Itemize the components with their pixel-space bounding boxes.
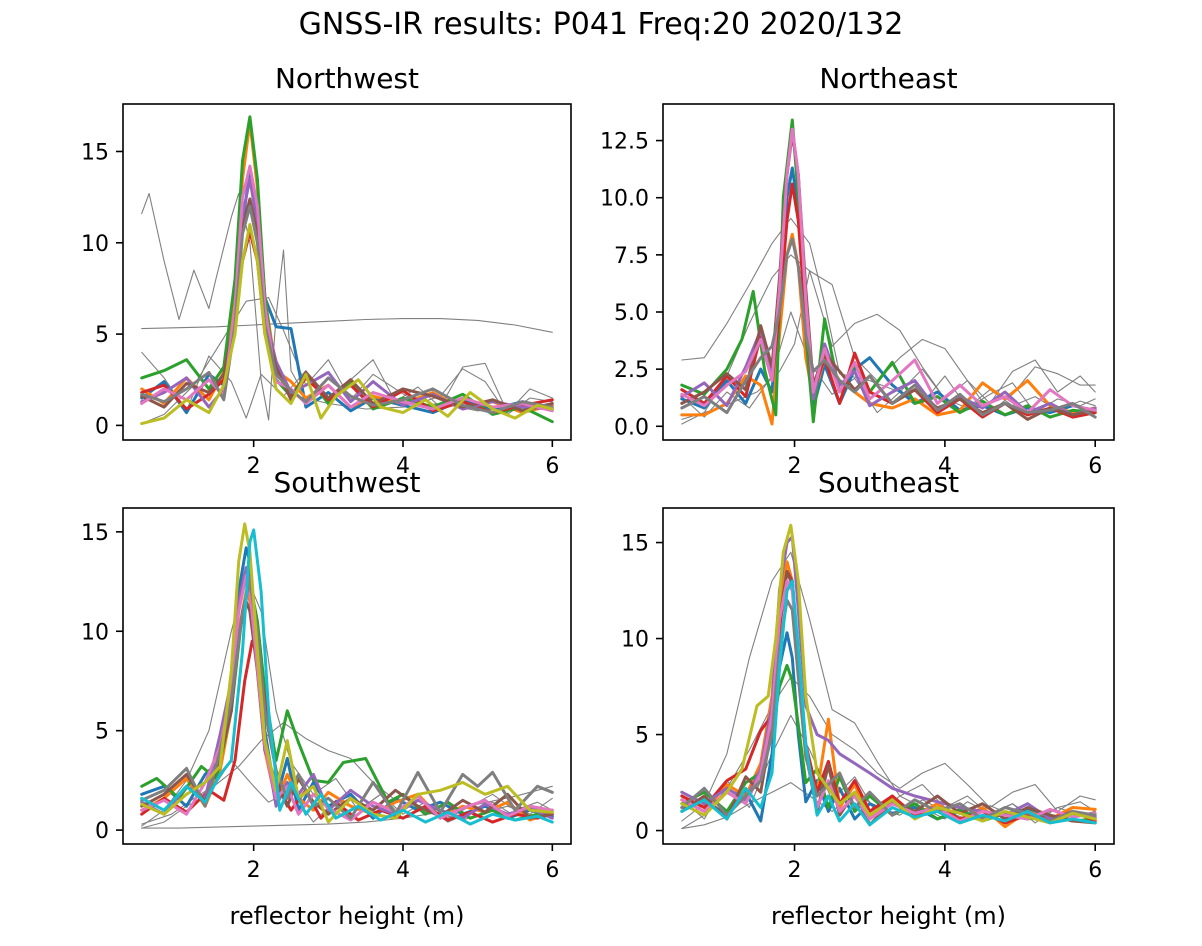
y-tick-label-southwest-2: 10 bbox=[81, 620, 109, 645]
x-tick-label-southeast-2: 6 bbox=[1088, 858, 1102, 883]
x-tick-label-southeast-0: 2 bbox=[788, 858, 802, 883]
y-tick-label-northeast-5: 12.5 bbox=[600, 130, 649, 155]
y-tick-label-southeast-3: 15 bbox=[621, 532, 649, 557]
series-line-southwest-9 bbox=[140, 522, 554, 824]
series-line-southeast-10 bbox=[680, 579, 1097, 827]
background-line-southwest-2 bbox=[141, 575, 553, 827]
x-tick-label-northwest-0: 2 bbox=[247, 454, 261, 479]
series-line-northeast-8 bbox=[680, 237, 1097, 419]
figure-suptitle: GNSS-IR results: P041 Freq:20 2020/132 bbox=[299, 7, 904, 42]
y-tick-label-northwest-3: 15 bbox=[81, 140, 109, 165]
y-tick-label-southwest-3: 15 bbox=[81, 521, 109, 546]
y-tick-label-northeast-4: 10.0 bbox=[600, 187, 649, 212]
background-line-northwest-1 bbox=[141, 318, 553, 333]
series-line-northwest-8 bbox=[140, 204, 554, 415]
x-tick-label-northeast-1: 4 bbox=[938, 454, 952, 479]
background-line-northeast-2 bbox=[681, 254, 1096, 425]
plot-lines-northeast bbox=[680, 118, 1097, 426]
plot-lines-northwest bbox=[140, 115, 554, 426]
subplots: Northwest 2 4 6 0 5 10 15 Northeast 2 4 6 0.0 2.5 5.0 7… bbox=[81, 62, 1115, 930]
y-tick-label-northeast-1: 2.5 bbox=[614, 358, 649, 383]
y-tick-label-southwest-1: 5 bbox=[95, 720, 109, 745]
subplot-southwest: Southwest 2 4 6 0 5 10 15 reflector height (m) bbox=[81, 466, 572, 930]
background-line-northeast-3 bbox=[681, 270, 1096, 420]
y-tick-label-southwest-0: 0 bbox=[95, 819, 109, 844]
x-tick-label-southwest-1: 4 bbox=[396, 858, 410, 883]
y-tick-label-northwest-2: 10 bbox=[81, 232, 109, 257]
x-tick-label-northwest-2: 6 bbox=[545, 454, 559, 479]
x-axis-label-southwest: reflector height (m) bbox=[229, 902, 464, 930]
subplot-northeast: Northeast 2 4 6 0.0 2.5 5.0 7.5 10.0 12.5 bbox=[600, 62, 1115, 479]
series-line-southeast-9 bbox=[680, 523, 1097, 825]
background-line-southeast-2 bbox=[681, 676, 1096, 830]
series-line-southeast-6 bbox=[680, 569, 1097, 827]
series-line-southeast-5 bbox=[680, 535, 1097, 821]
y-tick-label-northeast-3: 7.5 bbox=[614, 244, 649, 269]
y-tick-label-southeast-0: 0 bbox=[635, 820, 649, 845]
x-tick-label-southwest-0: 2 bbox=[247, 858, 261, 883]
y-tick-label-northeast-2: 5.0 bbox=[614, 301, 649, 326]
subplot-southeast: Southeast 2 4 6 0 5 10 15 reflector height (m) bbox=[621, 466, 1115, 930]
x-tick-label-northeast-2: 6 bbox=[1088, 454, 1102, 479]
x-tick-label-northeast-0: 2 bbox=[788, 454, 802, 479]
series-line-northeast-3 bbox=[680, 118, 1097, 424]
axes-frame-southwest bbox=[122, 507, 572, 845]
plot-lines-southeast bbox=[680, 523, 1097, 830]
series-line-southeast-8 bbox=[680, 598, 1097, 823]
y-tick-label-northeast-0: 0.0 bbox=[614, 415, 649, 440]
series-line-northwest-7 bbox=[140, 164, 554, 413]
x-axis-label-southeast: reflector height (m) bbox=[771, 902, 1006, 930]
x-tick-label-northwest-1: 4 bbox=[396, 454, 410, 479]
series-line-southwest-1 bbox=[140, 546, 554, 820]
y-tick-label-northwest-1: 5 bbox=[95, 323, 109, 348]
x-tick-label-southwest-2: 6 bbox=[545, 858, 559, 883]
subplot-title-northeast: Northeast bbox=[819, 62, 957, 95]
y-tick-label-southeast-2: 10 bbox=[621, 628, 649, 653]
plot-lines-southwest bbox=[140, 522, 554, 829]
subplot-title-southeast: Southeast bbox=[818, 466, 959, 499]
x-tick-label-southeast-1: 4 bbox=[938, 858, 952, 883]
series-line-northwest-6 bbox=[140, 197, 554, 413]
series-line-southwest-5 bbox=[140, 566, 554, 820]
background-line-southwest-1 bbox=[141, 785, 553, 829]
subplot-title-southwest: Southwest bbox=[273, 466, 420, 499]
axes-frame-northeast bbox=[662, 103, 1115, 441]
series-line-southwest-10 bbox=[140, 528, 554, 826]
axes-frame-northwest bbox=[122, 103, 572, 441]
y-tick-label-northwest-0: 0 bbox=[95, 414, 109, 439]
subplot-title-northwest: Northwest bbox=[275, 62, 419, 95]
axes-frame-southeast bbox=[662, 507, 1115, 845]
series-line-northwest-9 bbox=[140, 223, 554, 426]
subplot-northwest: Northwest 2 4 6 0 5 10 15 bbox=[81, 62, 572, 479]
y-tick-label-southeast-1: 5 bbox=[635, 724, 649, 749]
